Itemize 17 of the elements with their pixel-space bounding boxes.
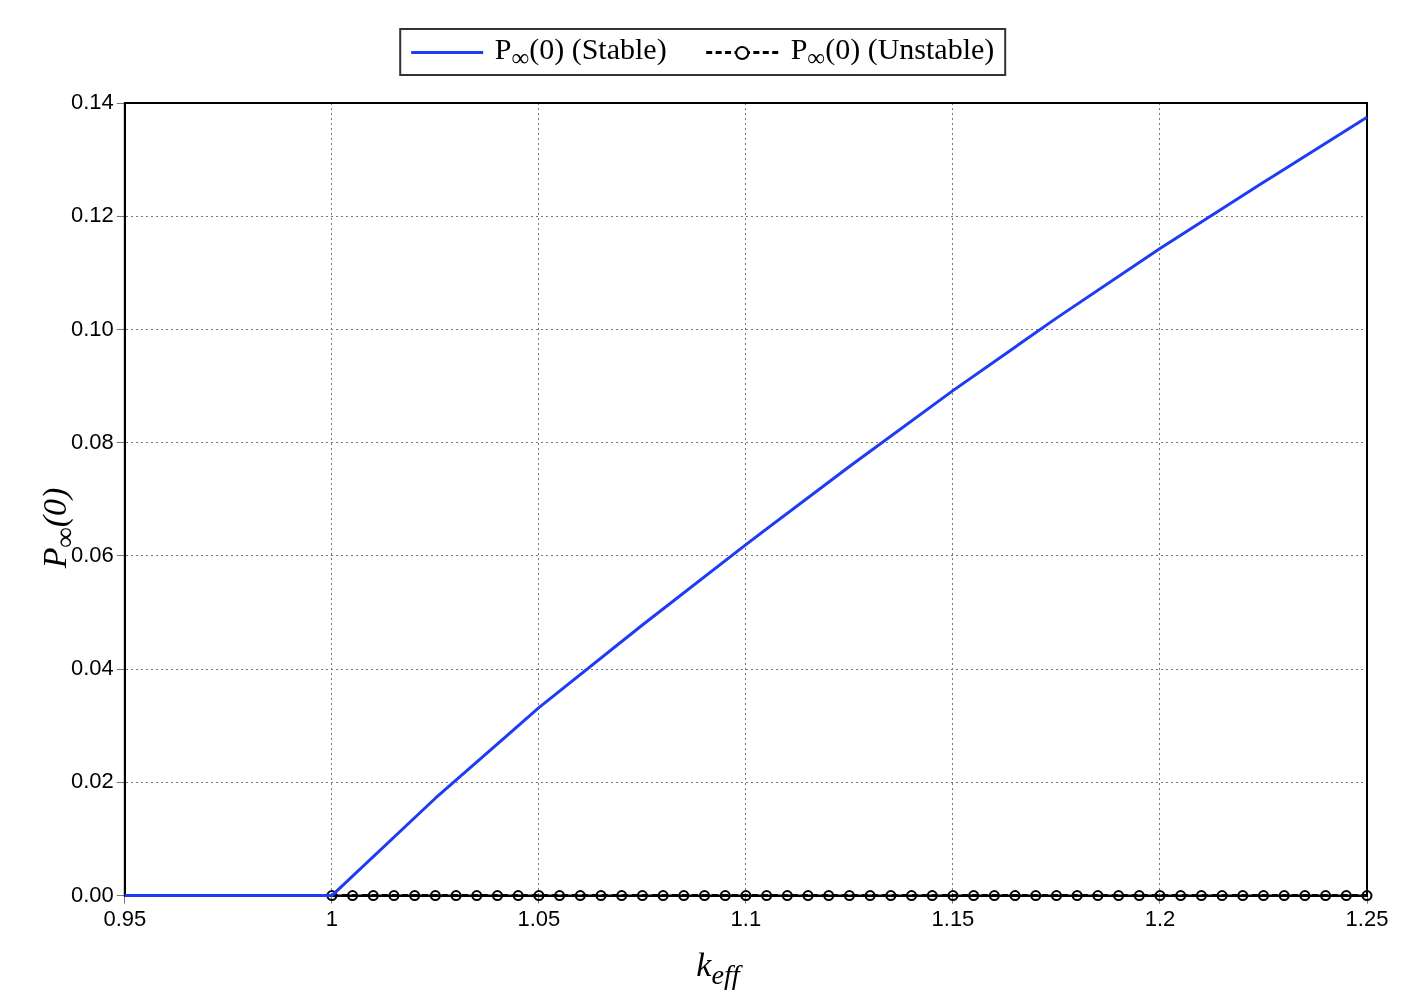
y-tick-label: 0.06: [70, 541, 114, 567]
y-tick-label: 0.12: [70, 202, 114, 228]
y-tick-label: 0.04: [70, 655, 114, 681]
y-tick-label: 0.00: [70, 881, 114, 907]
x-tick-label: 1.05: [517, 905, 561, 931]
x-tick-label: 1.1: [730, 905, 762, 931]
y-tick-label: 0.08: [70, 428, 114, 454]
y-tick-label: 0.14: [70, 89, 114, 115]
x-tick-label: 1.2: [1144, 905, 1176, 931]
x-tick-label: 0.95: [103, 905, 147, 931]
y-tick-label: 0.10: [70, 315, 114, 341]
x-tick-label: 1.15: [931, 905, 975, 931]
y-tick-label: 0.02: [70, 768, 114, 794]
x-tick-label: 1: [325, 905, 338, 931]
legend-label: P$_{∞}$(0) (Stable): [494, 32, 667, 72]
x-tick-label: 1.25: [1345, 905, 1389, 931]
legend-label: P$_{∞}$(0) (Unstable): [790, 32, 995, 72]
